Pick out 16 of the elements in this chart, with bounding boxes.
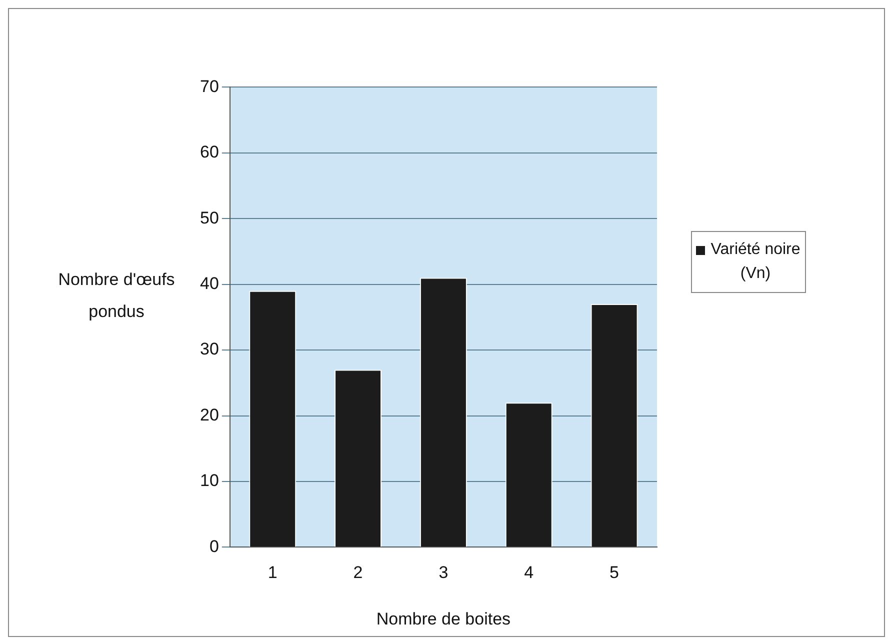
x-tick-label: 2 <box>353 563 363 582</box>
y-tick-label: 70 <box>200 76 219 96</box>
y-tick-label: 30 <box>200 340 219 359</box>
y-tick-label: 40 <box>200 274 219 294</box>
x-tick-label: 3 <box>438 563 448 582</box>
x-axis-title: Nombre de boites <box>376 609 511 628</box>
y-tick-label: 0 <box>209 536 219 556</box>
y-axis-title: Nombre d'œufs pondus <box>57 269 176 323</box>
y-tick-label: 60 <box>200 142 219 162</box>
legend-label: Variété noire (Vn) <box>710 240 801 284</box>
y-tick-label: 50 <box>200 208 219 228</box>
y-tick-label: 20 <box>200 405 219 424</box>
x-tick-label: 4 <box>524 563 534 582</box>
y-tick-label: 10 <box>200 471 219 490</box>
x-tick-label: 5 <box>610 563 620 582</box>
x-tick-label: 1 <box>268 563 278 582</box>
